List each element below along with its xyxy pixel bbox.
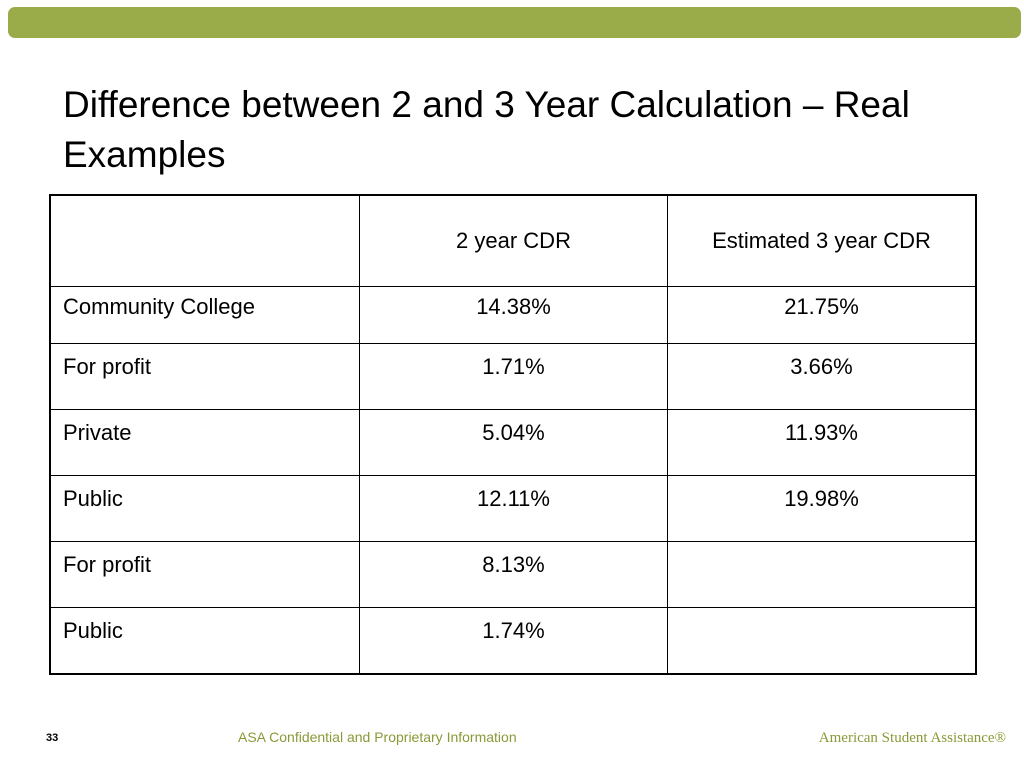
two-year-cdr-cell: 5.04% <box>359 409 668 476</box>
data-table-container: 2 year CDR Estimated 3 year CDR Communit… <box>49 194 977 675</box>
two-year-cdr-cell: 1.71% <box>359 343 668 410</box>
three-year-cdr-cell <box>667 607 977 674</box>
three-year-cdr-cell: 3.66% <box>667 343 977 410</box>
table-row: Public 1.74% <box>49 607 977 674</box>
two-year-cdr-cell: 1.74% <box>359 607 668 674</box>
three-year-cdr-cell: 19.98% <box>667 475 977 542</box>
confidential-notice: ASA Confidential and Proprietary Informa… <box>238 729 517 745</box>
three-year-cdr-cell <box>667 541 977 608</box>
header-cell-empty <box>49 194 360 287</box>
table-row: Private 5.04% 11.93% <box>49 409 977 476</box>
two-year-cdr-cell: 14.38% <box>359 286 668 344</box>
slide-title: Difference between 2 and 3 Year Calculat… <box>63 84 910 175</box>
two-year-cdr-cell: 8.13% <box>359 541 668 608</box>
row-label-cell: For profit <box>49 343 360 410</box>
row-label-cell: Public <box>49 475 360 542</box>
brand-logo-text: American Student Assistance® <box>818 730 1006 746</box>
table-row: Community College 14.38% 21.75% <box>49 286 977 344</box>
header-cell-3-year-cdr: Estimated 3 year CDR <box>667 194 977 287</box>
row-label-cell: Community College <box>49 286 360 344</box>
top-accent-bar <box>8 7 1021 38</box>
table-header-row: 2 year CDR Estimated 3 year CDR <box>49 194 977 287</box>
two-year-cdr-cell: 12.11% <box>359 475 668 542</box>
data-table: 2 year CDR Estimated 3 year CDR Communit… <box>49 194 977 675</box>
row-label-cell: Public <box>49 607 360 674</box>
table-row: For profit 1.71% 3.66% <box>49 343 977 410</box>
table-row: For profit 8.13% <box>49 541 977 608</box>
three-year-cdr-cell: 21.75% <box>667 286 977 344</box>
row-label-cell: For profit <box>49 541 360 608</box>
row-label-cell: Private <box>49 409 360 476</box>
page-number: 33 <box>46 732 59 744</box>
header-cell-2-year-cdr: 2 year CDR <box>359 194 668 287</box>
table-row: Public 12.11% 19.98% <box>49 475 977 542</box>
three-year-cdr-cell: 11.93% <box>667 409 977 476</box>
